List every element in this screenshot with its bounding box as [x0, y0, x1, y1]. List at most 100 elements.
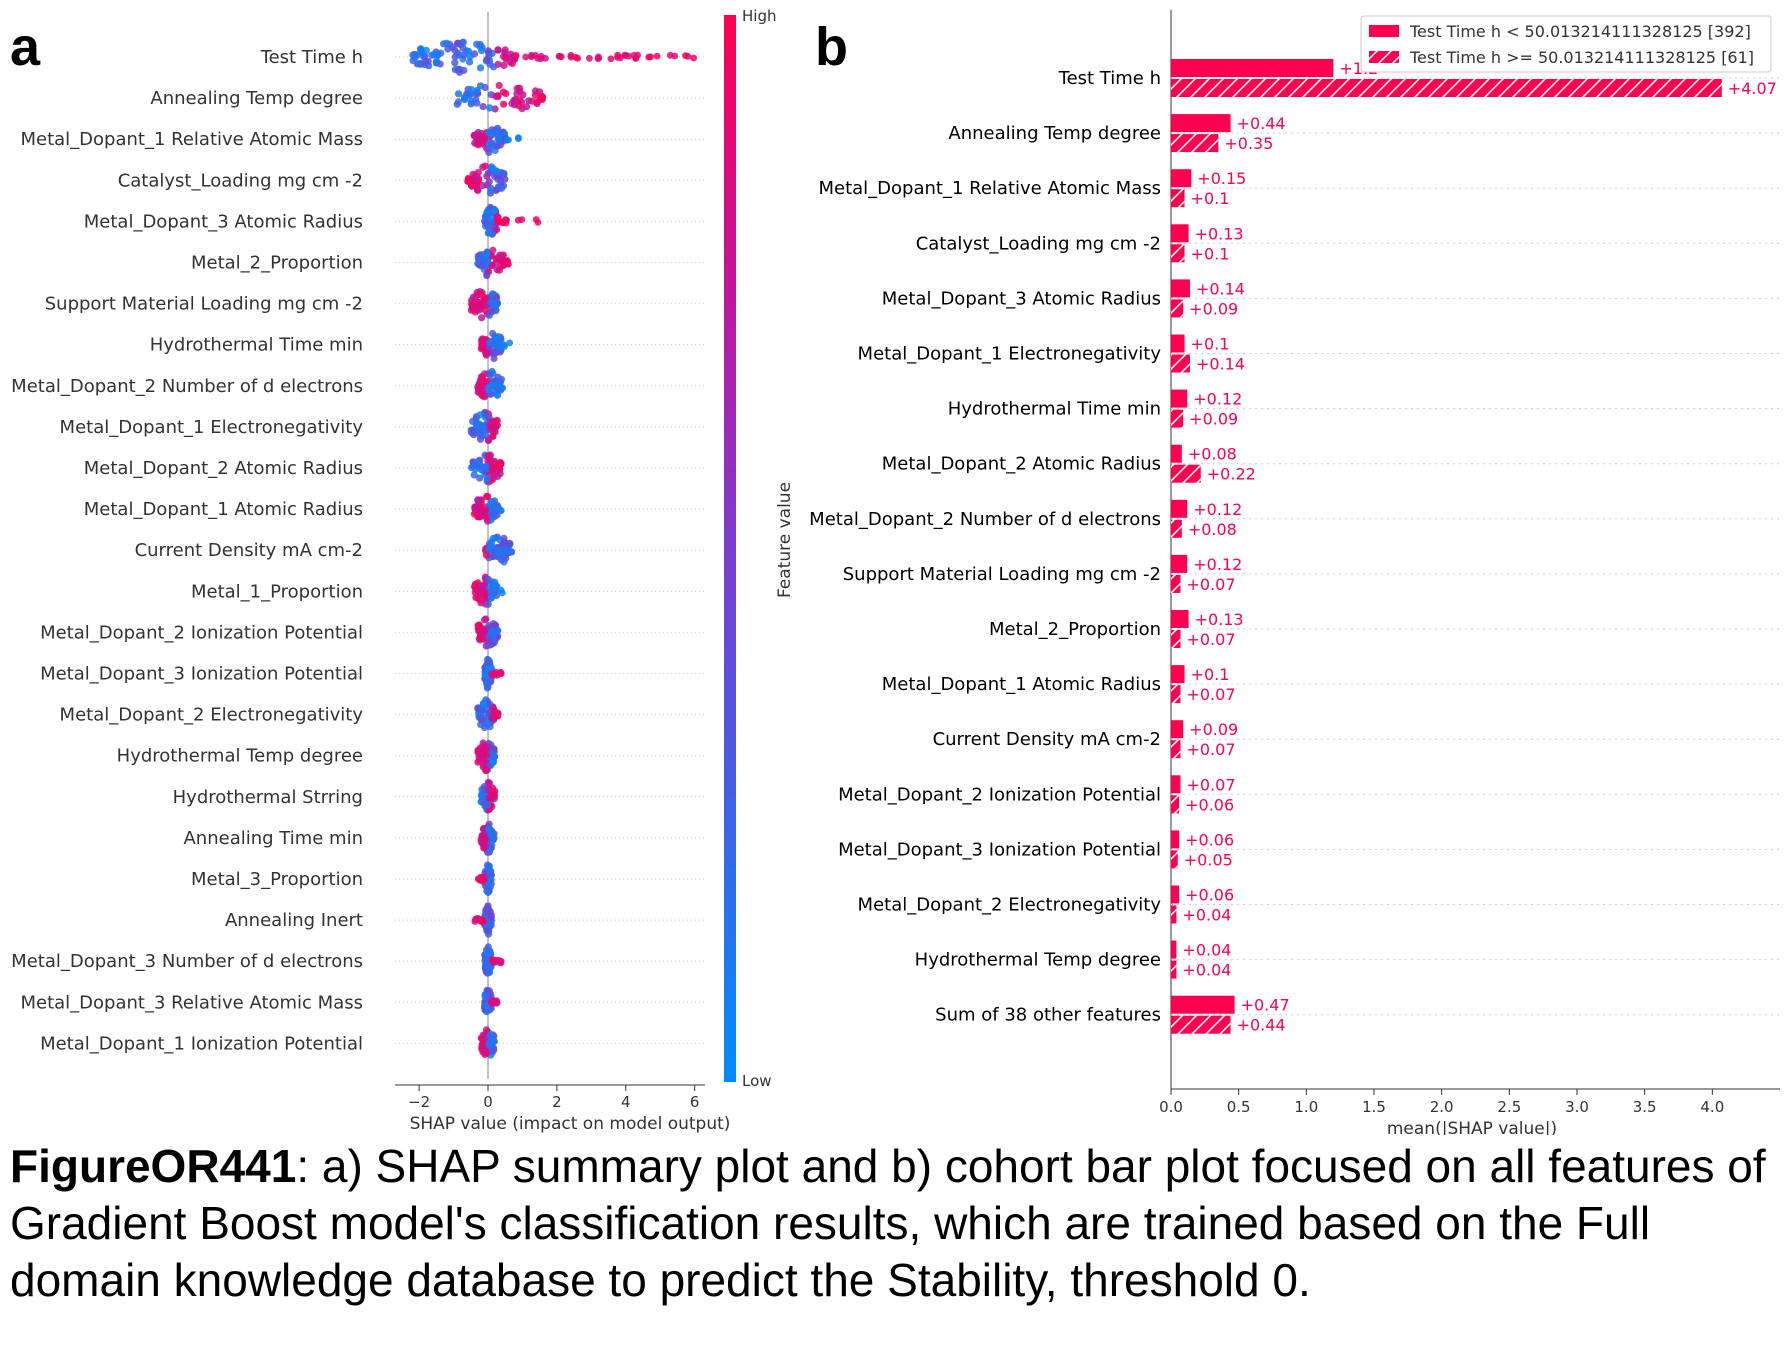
bar-value-label: +0.09: [1189, 410, 1238, 429]
x-tick-label: 0.0: [1159, 1098, 1183, 1116]
shap-dot: [488, 308, 496, 316]
feature-label: Metal_Dopant_1 Atomic Radius: [84, 499, 363, 520]
shap-dot: [481, 589, 488, 596]
shap-dot: [476, 435, 485, 443]
shap-dot: [486, 1032, 494, 1040]
shap-dot: [503, 258, 511, 266]
legend-entry: Test Time h >= 50.013214111328125 [61]: [1409, 48, 1754, 67]
bar-cohort-b: [1171, 960, 1177, 979]
bar-cohort-b: [1171, 299, 1184, 318]
shap-dot: [461, 96, 469, 104]
bar-cohort-a: [1171, 444, 1182, 463]
feature-label: Metal_Dopant_1 Electronegativity: [60, 417, 364, 438]
bar-cohort-b: [1171, 354, 1190, 373]
bar-cohort-a: [1171, 830, 1180, 849]
shap-dot: [492, 592, 501, 600]
category-label: Hydrothermal Temp degree: [915, 950, 1161, 971]
shap-dot: [488, 586, 496, 594]
bar-value-label: +0.06: [1185, 886, 1234, 905]
shap-dot: [417, 48, 425, 56]
shap-dot: [467, 97, 476, 106]
shap-dot: [483, 684, 491, 692]
shap-dot: [486, 371, 494, 379]
shap-dot: [471, 131, 479, 139]
shap-dot: [479, 103, 487, 111]
bar-cohort-a: [1171, 114, 1231, 133]
bar-cohort-a: [1171, 775, 1181, 794]
shap-dot: [493, 710, 501, 717]
shap-dot: [485, 178, 493, 186]
bar-cohort-b: [1171, 519, 1182, 538]
shap-dot: [451, 53, 459, 61]
bar-value-label: +0.08: [1188, 520, 1237, 539]
x-tick-label: 4: [621, 1093, 631, 1111]
bar-value-label: +0.08: [1188, 445, 1237, 464]
shap-dot: [500, 100, 508, 108]
shap-dot: [480, 507, 488, 515]
feature-label: Metal_Dopant_2 Number of d electrons: [11, 376, 363, 397]
shap-dot: [484, 600, 492, 608]
feature-dot-row: [477, 1026, 498, 1059]
shap-dot: [495, 216, 502, 224]
legend-swatch-solid: [1369, 25, 1399, 37]
category-label: Current Density mA cm-2: [933, 729, 1161, 750]
shap-dot: [485, 659, 494, 667]
shap-dot: [431, 50, 439, 59]
shap-dot: [478, 832, 486, 840]
bar-cohort-a: [1171, 720, 1184, 739]
feature-dot-row: [481, 655, 505, 692]
shap-dot: [485, 794, 493, 802]
shap-dot: [479, 422, 487, 429]
shap-dot: [485, 785, 493, 793]
shap-dot: [472, 422, 480, 430]
shap-dot: [474, 388, 482, 396]
feature-label: Metal_Dopant_1 Relative Atomic Mass: [20, 129, 363, 150]
category-label: Metal_Dopant_2 Ionization Potential: [838, 784, 1161, 805]
shap-dot: [474, 622, 482, 630]
category-label: Metal_Dopant_1 Relative Atomic Mass: [818, 178, 1161, 199]
shap-dot: [607, 55, 615, 63]
feature-label: Metal_Dopant_1 Ionization Potential: [40, 1033, 363, 1054]
shap-dot: [485, 987, 493, 995]
feature-label: Metal_Dopant_3 Atomic Radius: [84, 211, 363, 232]
shap-dot: [494, 391, 502, 399]
shap-dot: [484, 169, 492, 177]
shap-dot: [497, 669, 505, 676]
bar-cohort-a: [1171, 334, 1185, 353]
shap-dot: [480, 700, 488, 708]
category-label: Catalyst_Loading mg cm -2: [916, 233, 1161, 254]
shap-dot: [474, 497, 482, 505]
bar-value-label: +0.14: [1196, 279, 1245, 298]
panel-a-letter: a: [10, 17, 41, 77]
legend-entry: Test Time h < 50.013214111328125 [392]: [1409, 22, 1751, 41]
shap-dot: [647, 53, 654, 61]
shap-dot: [475, 588, 483, 596]
bar-value-label: +0.12: [1193, 555, 1242, 574]
shap-dot: [454, 39, 462, 47]
shap-dot: [411, 54, 419, 62]
bar-cohort-a: [1171, 940, 1177, 959]
shap-dot: [537, 52, 545, 60]
shap-dot: [483, 475, 491, 483]
bar-cohort-a: [1171, 554, 1188, 573]
shap-dot: [481, 957, 489, 965]
shap-dot: [483, 55, 491, 64]
shap-dot: [614, 51, 622, 59]
shap-dot: [493, 168, 501, 176]
shap-dot: [501, 46, 509, 54]
feature-label: Annealing Temp degree: [150, 88, 363, 109]
x-tick-label: 2: [552, 1093, 562, 1111]
shap-dot: [492, 349, 500, 357]
shap-dot: [489, 627, 496, 635]
shap-dot: [437, 49, 445, 57]
shap-dot: [522, 53, 530, 61]
shap-dot: [516, 87, 524, 96]
x-axis-title: mean(|SHAP value|): [1387, 1119, 1557, 1135]
shap-dot: [498, 184, 506, 192]
shap-dot: [485, 129, 493, 137]
bar-cohort-b: [1171, 685, 1181, 704]
category-label: Hydrothermal Time min: [948, 399, 1161, 420]
shap-dot: [485, 546, 493, 553]
figure-canvas: a b Test Time h Annealing Temp degree Meta…: [10, 7, 1780, 1135]
shap-dot: [484, 888, 492, 897]
